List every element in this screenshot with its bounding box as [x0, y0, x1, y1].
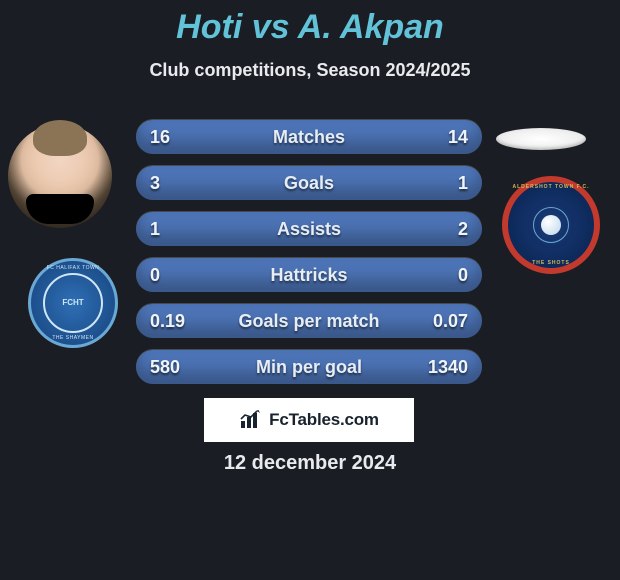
stat-right-value: 1340	[428, 350, 468, 384]
comparison-title: Hoti vs A. Akpan	[0, 8, 620, 47]
stat-right-value: 2	[458, 212, 468, 246]
stat-label: Hattricks	[136, 258, 482, 292]
stat-bar-goals: 3 Goals 1	[136, 166, 482, 200]
club2-bottom-text: THE SHOTS	[508, 260, 594, 266]
club1-bottom-text: THE SHAYMEN	[52, 335, 93, 341]
stat-bar-goals-per-match: 0.19 Goals per match 0.07	[136, 304, 482, 338]
stat-label: Goals per match	[136, 304, 482, 338]
watermark-text: FcTables.com	[269, 410, 379, 430]
player2-club-badge: ALDERSHOT TOWN F.C. THE SHOTS	[502, 176, 600, 274]
club2-inner	[527, 201, 575, 249]
comparison-subtitle: Club competitions, Season 2024/2025	[0, 60, 620, 81]
stat-right-value: 0	[458, 258, 468, 292]
stat-right-value: 1	[458, 166, 468, 200]
stat-label: Assists	[136, 212, 482, 246]
stat-bar-min-per-goal: 580 Min per goal 1340	[136, 350, 482, 384]
club1-inner: FCHT	[43, 273, 103, 333]
stat-bar-matches: 16 Matches 14	[136, 120, 482, 154]
source-watermark: FcTables.com	[204, 398, 414, 442]
club1-top-text: FC HALIFAX TOWN	[47, 265, 100, 271]
player1-club-badge: FC HALIFAX TOWN FCHT THE SHAYMEN	[28, 258, 118, 348]
club2-top-text: ALDERSHOT TOWN F.C.	[508, 184, 594, 190]
player2-avatar	[496, 128, 586, 150]
stat-right-value: 14	[448, 120, 468, 154]
stat-label: Goals	[136, 166, 482, 200]
stat-bar-assists: 1 Assists 2	[136, 212, 482, 246]
snapshot-date: 12 december 2024	[0, 452, 620, 475]
stat-right-value: 0.07	[433, 304, 468, 338]
stat-bar-hattricks: 0 Hattricks 0	[136, 258, 482, 292]
player1-avatar	[8, 124, 112, 228]
chart-icon	[239, 410, 263, 430]
stat-label: Matches	[136, 120, 482, 154]
stat-bars: 16 Matches 14 3 Goals 1 1 Assists 2 0 Ha…	[136, 120, 482, 396]
club2-ball-icon	[541, 215, 561, 235]
